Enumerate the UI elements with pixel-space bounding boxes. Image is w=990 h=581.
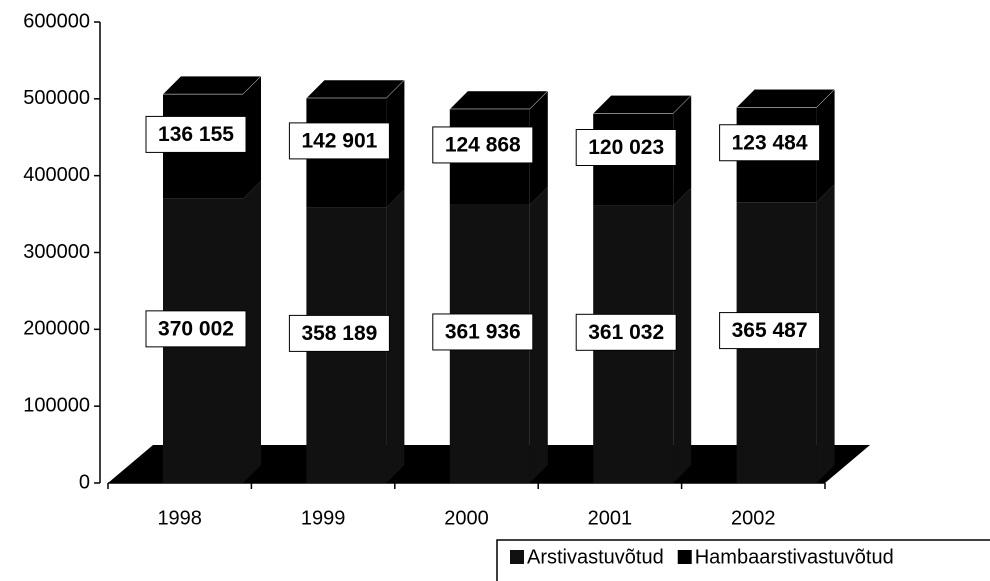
value-label: 136 155 xyxy=(158,123,234,146)
legend-swatch xyxy=(510,550,524,564)
bar-side xyxy=(243,76,261,199)
legend-label: Hambaarstivastuvõtud xyxy=(695,546,894,568)
y-tick-label: 500000 xyxy=(23,87,90,109)
bar-side xyxy=(673,95,692,206)
legend-label: Arstivastuvõtud xyxy=(527,546,664,568)
x-tick-label: 1999 xyxy=(301,507,346,529)
value-label-box xyxy=(145,310,247,348)
bar-side xyxy=(386,189,405,484)
value-label: 370 002 xyxy=(158,317,234,340)
value-label: 124 868 xyxy=(445,133,521,156)
bar-side xyxy=(816,184,835,484)
y-tick-label: 100000 xyxy=(23,394,90,416)
value-label-box xyxy=(288,122,390,160)
value-label-box xyxy=(575,128,677,166)
x-tick-label: 2001 xyxy=(588,507,633,529)
bar-side xyxy=(529,186,548,483)
value-label: 142 901 xyxy=(301,129,377,152)
legend-box xyxy=(496,539,990,581)
y-tick-label: 400000 xyxy=(23,164,90,186)
value-label-box xyxy=(288,314,390,352)
value-label: 365 487 xyxy=(732,319,808,342)
bar-side xyxy=(673,187,692,483)
value-label: 120 023 xyxy=(588,136,664,159)
value-label: 361 936 xyxy=(445,321,521,344)
value-label: 123 484 xyxy=(732,131,808,154)
bar-side xyxy=(386,79,405,208)
value-label-box xyxy=(432,126,534,164)
y-tick-label: 600000 xyxy=(23,10,90,32)
x-tick-label: 2002 xyxy=(731,507,776,529)
y-tick-label: 200000 xyxy=(23,318,90,340)
x-tick-label: 2000 xyxy=(444,507,489,529)
value-label-box xyxy=(719,124,821,162)
value-label: 361 032 xyxy=(588,321,664,344)
bar-side xyxy=(816,89,835,203)
value-label-box xyxy=(719,312,821,350)
legend-swatch xyxy=(677,550,692,564)
value-label-box xyxy=(145,115,247,153)
y-tick-label: 0 xyxy=(79,471,90,493)
value-label-box xyxy=(575,313,677,351)
x-tick-label: 1998 xyxy=(157,507,202,529)
bar-top xyxy=(305,79,406,99)
value-label-box xyxy=(432,313,534,351)
y-tick-label: 300000 xyxy=(23,241,90,263)
bar-side xyxy=(243,180,261,483)
bar-top xyxy=(592,95,692,114)
bar-side xyxy=(529,90,548,205)
bar-top xyxy=(449,90,549,110)
bar-top xyxy=(162,75,262,95)
value-label: 358 189 xyxy=(301,322,377,345)
bar-top xyxy=(735,89,836,108)
